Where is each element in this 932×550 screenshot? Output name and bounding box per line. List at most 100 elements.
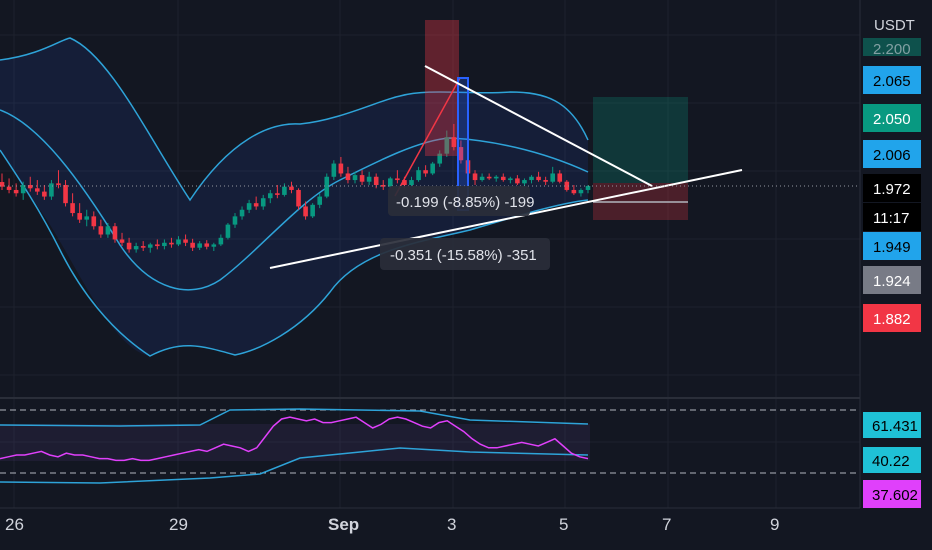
candle (239, 206, 245, 220)
bollinger-upper-band (0, 37, 589, 202)
candle-body (557, 173, 563, 182)
x-label-9: 9 (770, 515, 779, 534)
x-label-29: 29 (169, 515, 188, 534)
candle-body (162, 242, 167, 247)
candle (232, 213, 238, 228)
long-position-profit-zone[interactable] (593, 97, 688, 183)
price-axis[interactable]: USDT 2.200 2.065 2.050 2.006 1.972 11:17 1.94… (859, 0, 932, 508)
candle-body (395, 178, 400, 181)
rsi-tag-1: 61.431 (872, 418, 918, 435)
candle (84, 209, 90, 227)
candle (472, 170, 478, 186)
candle-body (515, 178, 520, 184)
candle-body (493, 176, 499, 179)
candle (112, 222, 118, 243)
candle (486, 173, 492, 181)
descending-trendline[interactable] (424, 65, 653, 187)
x-label-sep: Sep (328, 515, 359, 534)
candle (543, 176, 548, 186)
candle-body (458, 147, 464, 161)
ascending-trendline[interactable] (269, 169, 743, 269)
candle (98, 219, 104, 238)
candle-body (352, 175, 358, 181)
candle (409, 176, 414, 187)
candle (119, 232, 125, 247)
candle-body (444, 137, 450, 154)
candle-body (578, 189, 584, 194)
candle (352, 171, 358, 184)
price-tag-label: 11:17 (873, 210, 909, 227)
candle-body (550, 173, 555, 182)
candle-body (409, 180, 414, 186)
price-tag-label: 1.924 (873, 273, 911, 290)
candle (493, 175, 499, 182)
candle (27, 176, 33, 192)
price-tag-label: 1.972 (873, 181, 911, 198)
candle-body (500, 176, 506, 181)
candle (571, 185, 577, 195)
candle-body (451, 137, 457, 148)
candle-body (232, 216, 238, 225)
candle (289, 181, 294, 194)
candle (331, 160, 337, 181)
bollinger-lower-band (0, 149, 589, 357)
candle (20, 181, 26, 200)
candle-body (20, 185, 26, 194)
candle-body (0, 182, 5, 187)
candle-body (345, 173, 351, 181)
candle-body (84, 216, 90, 220)
candle-body (239, 209, 245, 217)
candle-body (366, 176, 372, 182)
candle-body (225, 224, 231, 238)
price-tag-label: 2.006 (873, 147, 911, 164)
candle-body (267, 193, 273, 199)
svg-text:2.200: 2.200 (873, 41, 911, 58)
candle (536, 171, 541, 182)
candle (0, 173, 5, 190)
candle (500, 173, 506, 182)
rsi-line (0, 416, 589, 462)
candle-body (42, 191, 47, 197)
candle (147, 242, 153, 253)
bollinger-middle-band (0, 109, 589, 291)
time-axis[interactable]: 26 29 Sep 3 5 7 9 (0, 507, 932, 550)
candle-body (430, 163, 435, 174)
measure-label-1-text: -0.199 (-8.85%) -199 (396, 194, 534, 211)
candle (508, 176, 513, 184)
candle (366, 171, 372, 186)
candle (91, 211, 97, 230)
candle-body (246, 203, 252, 210)
candle-body (338, 163, 344, 174)
measure-box-red[interactable] (425, 20, 459, 156)
measure-label-2: -0.351 (-15.58%) -351 (380, 238, 550, 270)
candle-body (522, 180, 527, 184)
candle-body (56, 183, 61, 186)
candle-body (183, 239, 188, 243)
rsi-tags: 61.431 40.22 37.602 (863, 412, 921, 508)
candle (211, 242, 217, 252)
candle-body (211, 244, 217, 247)
candle (267, 189, 273, 204)
candle (479, 173, 485, 182)
price-tag: 2.065 (863, 66, 921, 94)
candle (162, 239, 167, 250)
candle-body (296, 189, 301, 207)
x-label-26: 26 (5, 515, 24, 534)
candle-body (253, 203, 259, 207)
rsi-lower-band (0, 447, 589, 484)
candle-body (169, 242, 174, 245)
candle-body (126, 242, 132, 250)
candle-body (190, 242, 195, 248)
candle (155, 239, 160, 250)
candle-body (260, 198, 266, 207)
candle-body (275, 193, 280, 195)
candle (204, 240, 210, 250)
rsi-upper-band (0, 408, 589, 427)
candle (515, 175, 520, 186)
price-tag: 2.050 (863, 104, 921, 132)
candle (345, 166, 351, 184)
candle-body (140, 246, 146, 248)
candle-body (437, 153, 443, 164)
price-tag: 1.924 (863, 266, 921, 294)
